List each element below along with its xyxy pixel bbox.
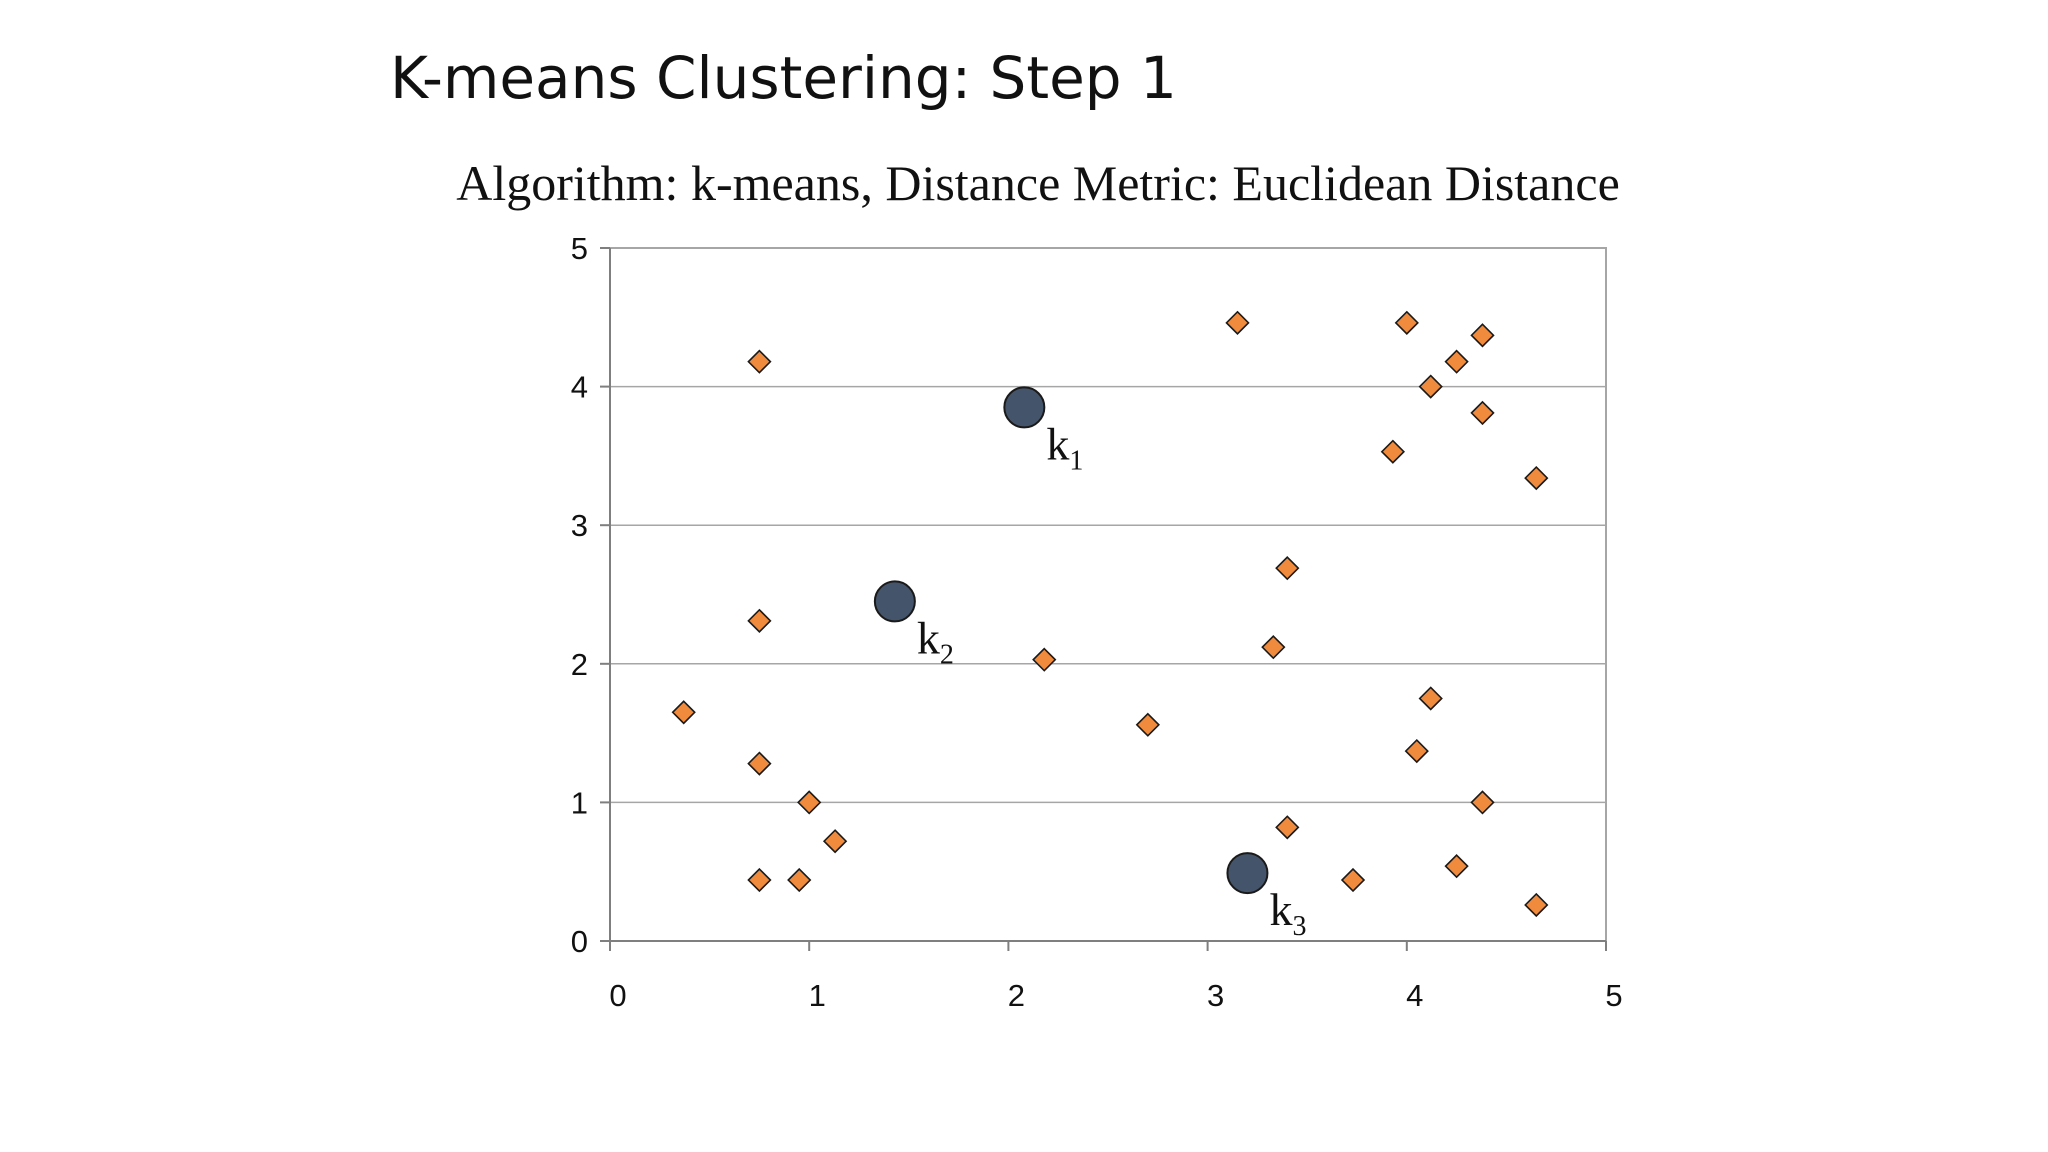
- centroid-k2: [873, 580, 916, 623]
- data-point-diamond: [1418, 686, 1443, 711]
- slide-title: K-means Clustering: Step 1: [390, 44, 1177, 112]
- y-tick-label: 1: [571, 785, 588, 820]
- data-point-diamond: [1032, 647, 1057, 672]
- y-tick-label: 4: [571, 370, 588, 405]
- x-tick-label: 4: [1406, 978, 1423, 1013]
- data-point-diamond: [1470, 400, 1495, 426]
- x-tick-label: 0: [609, 978, 626, 1013]
- x-tick-label: 2: [1008, 978, 1025, 1013]
- y-tick-label: 0: [571, 924, 588, 959]
- data-point-diamond: [1135, 712, 1160, 737]
- data-point-diamond: [747, 867, 772, 893]
- data-point-diamond: [1470, 790, 1495, 815]
- y-tick-label: 5: [571, 231, 588, 266]
- centroid-k3: [1226, 852, 1269, 895]
- y-tick-label: 2: [571, 647, 588, 682]
- data-point-diamond: [797, 790, 822, 815]
- data-point-diamond: [1524, 892, 1549, 918]
- centroid-label-k2: k: [917, 612, 940, 663]
- data-point-diamond: [1418, 374, 1443, 399]
- data-point-diamond: [1524, 465, 1549, 491]
- data-point-diamond: [1340, 867, 1366, 893]
- centroid-label-k3: k: [1269, 884, 1292, 935]
- data-point-diamond: [1225, 310, 1250, 335]
- centroid-k1: [1003, 386, 1046, 429]
- chart-title: Algorithm: k-means, Distance Metric: Euc…: [456, 155, 1620, 211]
- data-point-diamond: [1275, 556, 1300, 581]
- data-point-diamond: [747, 751, 772, 776]
- data-point-diamond: [822, 829, 848, 854]
- x-tick-label: 3: [1207, 978, 1224, 1013]
- centroid-label-k1: k: [1046, 418, 1069, 469]
- x-tick-label: 5: [1605, 978, 1622, 1013]
- data-point-diamond: [787, 867, 812, 893]
- data-point-diamond: [1380, 439, 1405, 464]
- x-tick-label: 1: [809, 978, 826, 1013]
- data-point-diamond: [747, 349, 772, 374]
- centroid-subscript-k1: 1: [1069, 445, 1083, 476]
- data-point-diamond: [1394, 310, 1419, 335]
- data-point-diamond: [1261, 635, 1286, 660]
- data-point-diamond: [1470, 323, 1495, 348]
- data-point-diamond: [1444, 349, 1469, 374]
- data-point-diamond: [671, 700, 696, 725]
- data-point-diamond: [1404, 738, 1429, 764]
- centroid-subscript-k2: 2: [940, 639, 954, 670]
- y-tick-label: 3: [571, 508, 588, 543]
- data-point-diamond: [1275, 815, 1300, 840]
- centroid-subscript-k3: 3: [1292, 911, 1306, 942]
- data-point-diamond: [1444, 854, 1469, 879]
- data-point-diamond: [747, 608, 772, 633]
